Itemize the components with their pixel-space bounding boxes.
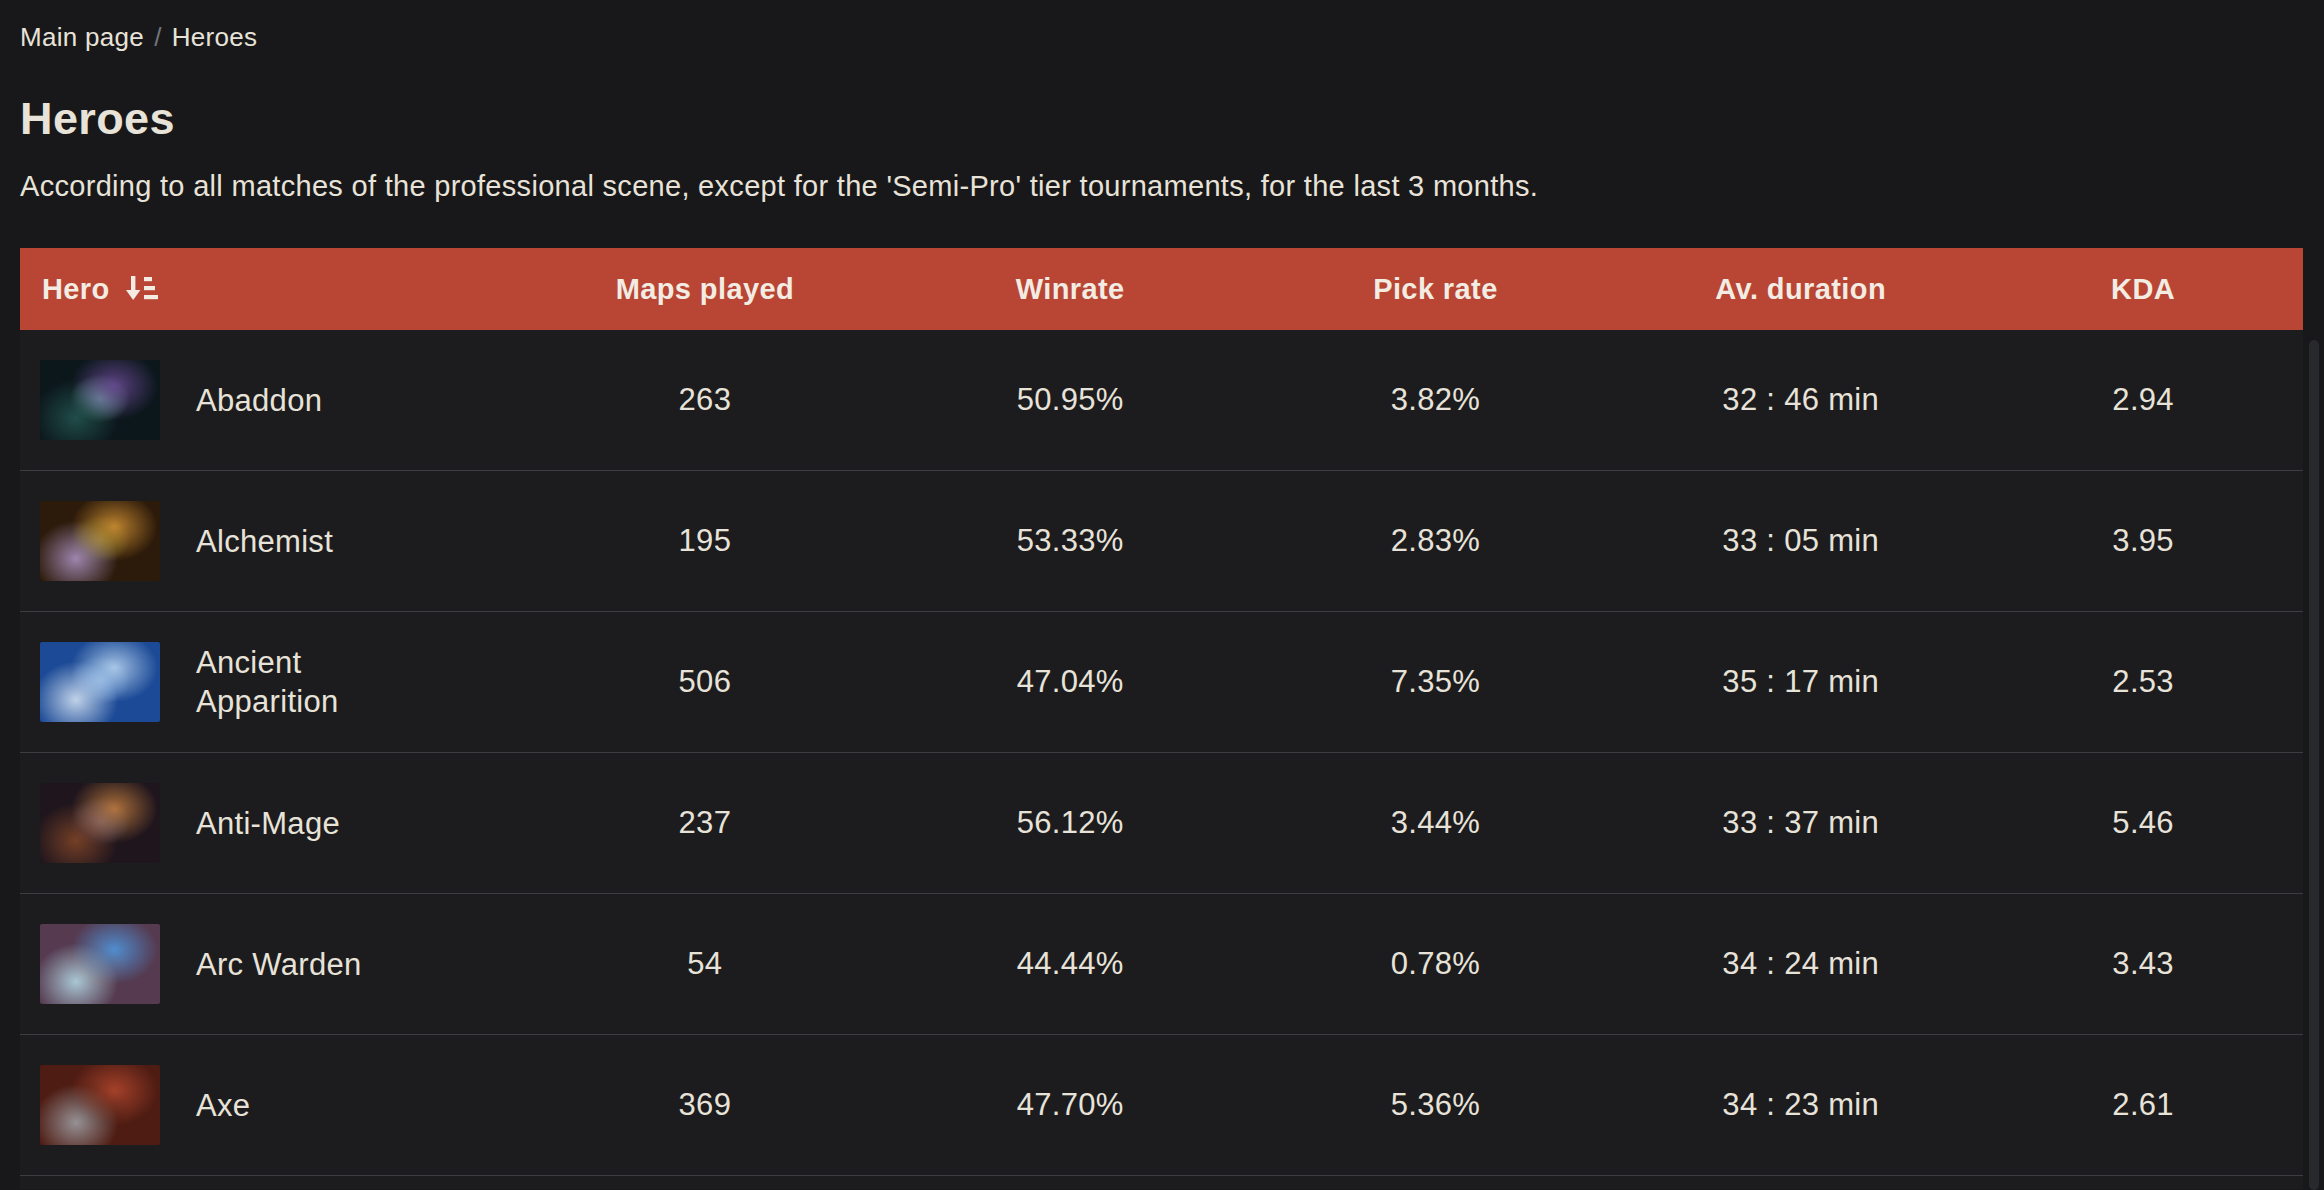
hero-cell: Abaddon <box>20 360 522 440</box>
winrate-cell: 56.12% <box>888 805 1253 841</box>
kda-cell: 3.95 <box>1983 523 2303 559</box>
anti-mage-portrait-icon <box>40 783 160 863</box>
arc-warden-portrait-icon <box>40 924 160 1004</box>
hero-cell: Alchemist <box>20 501 522 581</box>
ancient-apparition-portrait-icon <box>40 642 160 722</box>
page-title: Heroes <box>20 92 2303 146</box>
maps-played-cell: 54 <box>522 946 887 982</box>
pick-rate-cell: 3.82% <box>1253 382 1618 418</box>
column-header-kda[interactable]: KDA <box>1983 273 2303 306</box>
hero-row[interactable]: Anti-Mage 237 56.12% 3.44% 33 : 37 min 5… <box>20 752 2303 893</box>
table-body: Abaddon 263 50.95% 3.82% 32 : 46 min 2.9… <box>20 330 2303 1175</box>
column-header-pick-rate[interactable]: Pick rate <box>1253 273 1618 306</box>
hero-row[interactable]: Abaddon 263 50.95% 3.82% 32 : 46 min 2.9… <box>20 330 2303 470</box>
pick-rate-cell: 5.36% <box>1253 1087 1618 1123</box>
breadcrumb-current-heroes: Heroes <box>172 22 258 52</box>
column-header-av-duration[interactable]: Av. duration <box>1618 273 1983 306</box>
kda-cell: 3.43 <box>1983 946 2303 982</box>
pick-rate-cell: 0.78% <box>1253 946 1618 982</box>
heroes-table: Hero Maps played Winrate Pick rate Av. d… <box>20 248 2303 1189</box>
pick-rate-cell: 2.83% <box>1253 523 1618 559</box>
winrate-cell: 44.44% <box>888 946 1253 982</box>
hero-row[interactable]: Ancient Apparition 506 47.04% 7.35% 35 :… <box>20 611 2303 752</box>
hero-cell: Ancient Apparition <box>20 642 522 722</box>
kda-cell: 2.61 <box>1983 1087 2303 1123</box>
kda-cell: 5.46 <box>1983 805 2303 841</box>
winrate-cell: 53.33% <box>888 523 1253 559</box>
hero-cell: Axe <box>20 1065 522 1145</box>
maps-played-cell: 263 <box>522 382 887 418</box>
hero-cell: Anti-Mage <box>20 783 522 863</box>
column-header-hero-label: Hero <box>42 273 110 306</box>
abaddon-portrait-icon <box>40 360 160 440</box>
alchemist-portrait-icon <box>40 501 160 581</box>
column-header-hero[interactable]: Hero <box>20 273 522 306</box>
hero-name[interactable]: Arc Warden <box>196 945 362 984</box>
sort-descending-icon <box>124 274 158 304</box>
breadcrumb-link-main-page[interactable]: Main page <box>20 22 144 52</box>
hero-cell: Arc Warden <box>20 924 522 1004</box>
page-subtitle: According to all matches of the professi… <box>20 166 2303 206</box>
av-duration-cell: 34 : 24 min <box>1618 946 1983 982</box>
column-header-maps-played[interactable]: Maps played <box>522 273 887 306</box>
table-header-row: Hero Maps played Winrate Pick rate Av. d… <box>20 248 2303 330</box>
hero-row[interactable]: Alchemist 195 53.33% 2.83% 33 : 05 min 3… <box>20 470 2303 611</box>
av-duration-cell: 35 : 17 min <box>1618 664 1983 700</box>
scrollbar-thumb[interactable] <box>2309 340 2319 1190</box>
maps-played-cell: 237 <box>522 805 887 841</box>
maps-played-cell: 369 <box>522 1087 887 1123</box>
winrate-cell: 50.95% <box>888 382 1253 418</box>
column-header-winrate[interactable]: Winrate <box>888 273 1253 306</box>
hero-row[interactable]: Axe 369 47.70% 5.36% 34 : 23 min 2.61 <box>20 1034 2303 1175</box>
hero-name[interactable]: Anti-Mage <box>196 804 340 843</box>
winrate-cell: 47.70% <box>888 1087 1253 1123</box>
pick-rate-cell: 7.35% <box>1253 664 1618 700</box>
hero-name[interactable]: Ancient Apparition <box>196 643 446 721</box>
breadcrumb-separator: / <box>154 22 162 52</box>
kda-cell: 2.94 <box>1983 382 2303 418</box>
hero-row[interactable]: Arc Warden 54 44.44% 0.78% 34 : 24 min 3… <box>20 893 2303 1034</box>
hero-name[interactable]: Alchemist <box>196 522 333 561</box>
maps-played-cell: 195 <box>522 523 887 559</box>
breadcrumb: Main page / Heroes <box>20 20 2303 54</box>
av-duration-cell: 33 : 05 min <box>1618 523 1983 559</box>
hero-name[interactable]: Axe <box>196 1086 250 1125</box>
winrate-cell: 47.04% <box>888 664 1253 700</box>
axe-portrait-icon <box>40 1065 160 1145</box>
next-row-partial <box>20 1175 2303 1189</box>
maps-played-cell: 506 <box>522 664 887 700</box>
av-duration-cell: 33 : 37 min <box>1618 805 1983 841</box>
av-duration-cell: 32 : 46 min <box>1618 382 1983 418</box>
kda-cell: 2.53 <box>1983 664 2303 700</box>
hero-name[interactable]: Abaddon <box>196 381 322 420</box>
av-duration-cell: 34 : 23 min <box>1618 1087 1983 1123</box>
page-root: Main page / Heroes Heroes According to all… <box>0 0 2324 1190</box>
pick-rate-cell: 3.44% <box>1253 805 1618 841</box>
